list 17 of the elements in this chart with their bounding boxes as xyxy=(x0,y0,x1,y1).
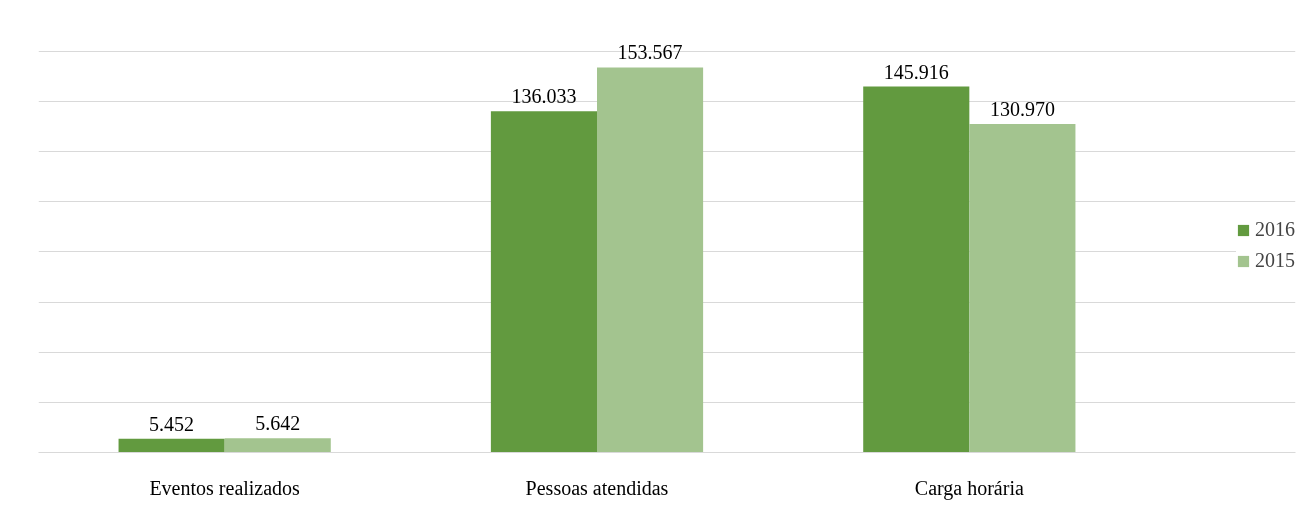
x-tick-label: Carga horária xyxy=(914,476,1024,500)
legend-label: 2016 xyxy=(1255,218,1295,241)
bar xyxy=(863,86,970,453)
bar xyxy=(224,438,331,453)
bar xyxy=(597,67,704,453)
x-tick-label: Eventos realizados xyxy=(149,476,301,499)
x-tick-label: Pessoas atendidas xyxy=(525,476,669,499)
data-label: 153.567 xyxy=(617,41,683,64)
bar xyxy=(490,111,597,453)
data-label: 5.452 xyxy=(149,412,195,435)
data-label: 145.916 xyxy=(883,60,949,83)
bar xyxy=(118,438,225,453)
data-label: 136.033 xyxy=(511,85,577,108)
bar xyxy=(969,124,1076,453)
legend-label: 2015 xyxy=(1255,249,1295,272)
data-label: 130.970 xyxy=(989,98,1055,121)
data-label: 5.642 xyxy=(255,412,301,435)
